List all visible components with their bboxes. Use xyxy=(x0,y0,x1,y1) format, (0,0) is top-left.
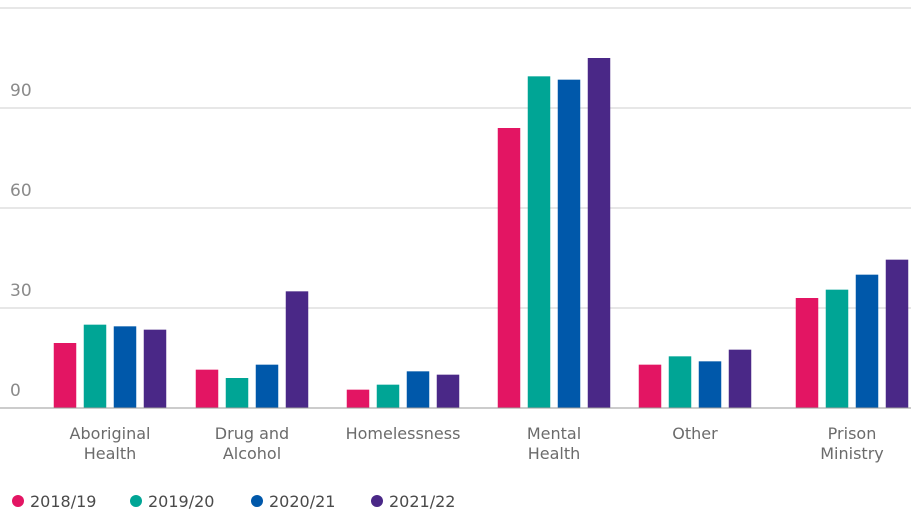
legend-marker xyxy=(251,495,263,507)
bar-2021-22-0 xyxy=(143,329,167,408)
x-category-label: Aboriginal xyxy=(70,424,151,443)
bar-2020-21-5 xyxy=(855,274,879,408)
bar-2018-19-3 xyxy=(497,128,521,408)
bars xyxy=(53,58,909,409)
bar-2019-20-3 xyxy=(527,76,551,408)
legend-label: 2021/22 xyxy=(389,492,455,511)
legend-marker xyxy=(130,495,142,507)
y-tick-label: 30 xyxy=(10,281,32,301)
bar-2020-21-1 xyxy=(255,364,279,408)
gridlines xyxy=(0,7,911,309)
bar-2018-19-2 xyxy=(346,389,370,408)
bar-2018-19-1 xyxy=(195,369,219,408)
bar-2019-20-5 xyxy=(825,289,849,408)
y-axis-ticks: 0 30 60 90 xyxy=(10,81,32,401)
bar-2021-22-4 xyxy=(728,349,752,408)
legend-label: 2020/21 xyxy=(269,492,335,511)
bar-2021-22-1 xyxy=(285,291,309,408)
legend-marker xyxy=(12,495,24,507)
x-category-label: Ministry xyxy=(820,444,884,463)
bar-2021-22-5 xyxy=(885,259,909,408)
legend-label: 2019/20 xyxy=(148,492,214,511)
bar-2019-20-1 xyxy=(225,378,249,408)
bar-2020-21-0 xyxy=(113,326,137,408)
bar-2018-19-4 xyxy=(638,364,662,408)
legend-label: 2018/19 xyxy=(30,492,96,511)
x-category-label: Homelessness xyxy=(346,424,461,443)
y-tick-label: 90 xyxy=(10,81,32,101)
x-category-label: Other xyxy=(672,424,718,443)
x-category-label: Prison xyxy=(828,424,877,443)
x-category-label: Mental xyxy=(527,424,581,443)
legend: 2018/19 2019/20 2020/21 2021/22 xyxy=(12,492,455,511)
bar-2021-22-3 xyxy=(587,58,611,408)
x-category-label: Drug and xyxy=(215,424,289,443)
x-category-label: Alcohol xyxy=(223,444,281,463)
bar-2019-20-2 xyxy=(376,384,400,408)
bar-2020-21-4 xyxy=(698,361,722,408)
bar-2019-20-0 xyxy=(83,324,107,408)
bar-2020-21-3 xyxy=(557,79,581,409)
bar-2021-22-2 xyxy=(436,374,460,408)
bar-2018-19-5 xyxy=(795,298,819,408)
y-tick-label: 0 xyxy=(10,381,21,401)
bar-2020-21-2 xyxy=(406,371,430,408)
x-category-label: Health xyxy=(84,444,137,463)
x-category-label: Health xyxy=(528,444,581,463)
bar-2019-20-4 xyxy=(668,356,692,408)
bar-2018-19-0 xyxy=(53,343,77,408)
y-tick-label: 60 xyxy=(10,181,32,201)
legend-marker xyxy=(371,495,383,507)
